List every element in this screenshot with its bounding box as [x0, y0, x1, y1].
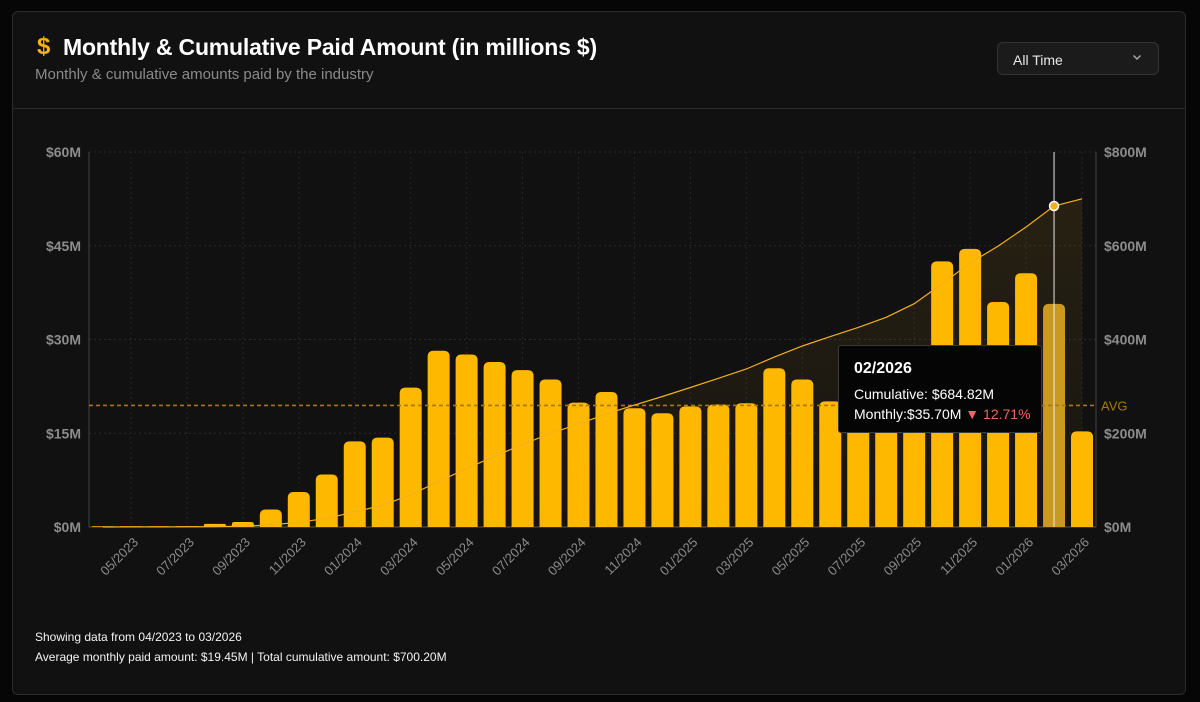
bar-11-2024	[623, 408, 646, 527]
bar-04-2024	[427, 350, 450, 527]
cumulative-line	[102, 198, 1083, 528]
bar-12-2023	[315, 474, 338, 527]
chart-subtitle: Monthly & cumulative amounts paid by the…	[35, 66, 374, 83]
right-tick-label: $400M	[1104, 332, 1147, 348]
bar-05-2024	[455, 354, 478, 527]
x-tick-label: 01/2026	[992, 535, 1036, 579]
bar-03-2026	[1071, 431, 1094, 527]
tooltip-monthly-value: $35.70M	[906, 406, 962, 422]
chart-title: Monthly & Cumulative Paid Amount (in mil…	[63, 34, 597, 60]
bar-08-2024	[539, 379, 562, 527]
bar-06-2024	[483, 362, 506, 527]
x-tick-label: 03/2024	[377, 535, 421, 579]
x-tick-label: 07/2023	[153, 535, 197, 579]
tooltip-month: 02/2026	[854, 360, 912, 377]
right-tick-label: $0M	[1104, 519, 1131, 535]
right-tick-label: $800M	[1104, 144, 1147, 160]
footer-range-text: Showing data from 04/2023 to 03/2026	[35, 630, 242, 644]
card-header: $ Monthly & Cumulative Paid Amount (in m…	[13, 12, 1185, 109]
footer-summary-text: Average monthly paid amount: $19.45M | T…	[35, 650, 447, 664]
bar-03-2025	[735, 403, 758, 527]
bar-05-2025	[791, 379, 814, 527]
x-tick-label: 11/2025	[937, 535, 980, 578]
bar-12-2024	[651, 413, 674, 527]
x-tick-label: 05/2025	[769, 535, 813, 579]
right-tick-label: $200M	[1104, 425, 1147, 441]
x-tick-label: 01/2024	[321, 535, 365, 579]
right-tick-label: $600M	[1104, 238, 1147, 254]
tooltip-change: 12.71%	[983, 406, 1031, 422]
tooltip-monthly-label: Monthly:	[854, 406, 907, 422]
bar-11-2023	[287, 492, 310, 527]
bar-02-2024	[371, 437, 394, 527]
bar-03-2024	[399, 387, 422, 527]
chevron-down-icon	[1133, 55, 1141, 60]
left-tick-label: $60M	[46, 144, 81, 160]
x-tick-label: 11/2024	[601, 535, 644, 578]
hover-point	[1048, 200, 1060, 212]
chart-tooltip: 02/2026 Cumulative: $684.82M Monthly:$35…	[838, 345, 1042, 433]
left-tick-label: $45M	[46, 238, 81, 254]
bar-06-2025	[819, 401, 842, 527]
x-tick-label: 07/2024	[489, 535, 533, 579]
x-tick-label: 03/2025	[713, 535, 757, 579]
bar-01-2025	[679, 406, 702, 527]
x-tick-label: 07/2025	[825, 535, 869, 579]
bar-10-2024	[595, 392, 618, 527]
tooltip-cumulative-value: $684.82M	[931, 386, 995, 402]
x-tick-label: 05/2024	[433, 535, 477, 579]
time-range-select[interactable]: All Time	[997, 42, 1159, 75]
dollar-icon: $	[37, 33, 51, 60]
x-tick-label: 09/2025	[880, 535, 924, 579]
tooltip-cumulative: Cumulative: $684.82M	[854, 386, 994, 402]
left-tick-label: $15M	[46, 425, 81, 441]
bar-02-2025	[707, 404, 730, 527]
average-label: AVG	[1101, 398, 1128, 413]
left-tick-label: $30M	[46, 332, 81, 348]
x-tick-label: 03/2026	[1048, 535, 1092, 579]
bar-10-2023	[259, 509, 282, 527]
bar-07-2024	[511, 370, 534, 527]
bar-01-2024	[343, 441, 366, 527]
x-tick-label: 01/2025	[657, 535, 701, 579]
down-triangle-icon: ▼	[965, 406, 980, 422]
bar-09-2024	[567, 402, 590, 527]
bar-04-2025	[763, 368, 786, 527]
tooltip-cumulative-label: Cumulative:	[854, 386, 928, 402]
x-tick-label: 05/2023	[97, 535, 141, 579]
x-tick-label: 11/2023	[266, 535, 309, 578]
time-range-value: All Time	[1013, 52, 1063, 68]
x-tick-label: 09/2023	[209, 535, 253, 579]
x-tick-label: 09/2024	[545, 535, 589, 579]
bar-07-2025	[847, 404, 870, 527]
tooltip-monthly: Monthly:$35.70M ▼ 12.71%	[854, 406, 1031, 422]
left-tick-label: $0M	[54, 519, 81, 535]
